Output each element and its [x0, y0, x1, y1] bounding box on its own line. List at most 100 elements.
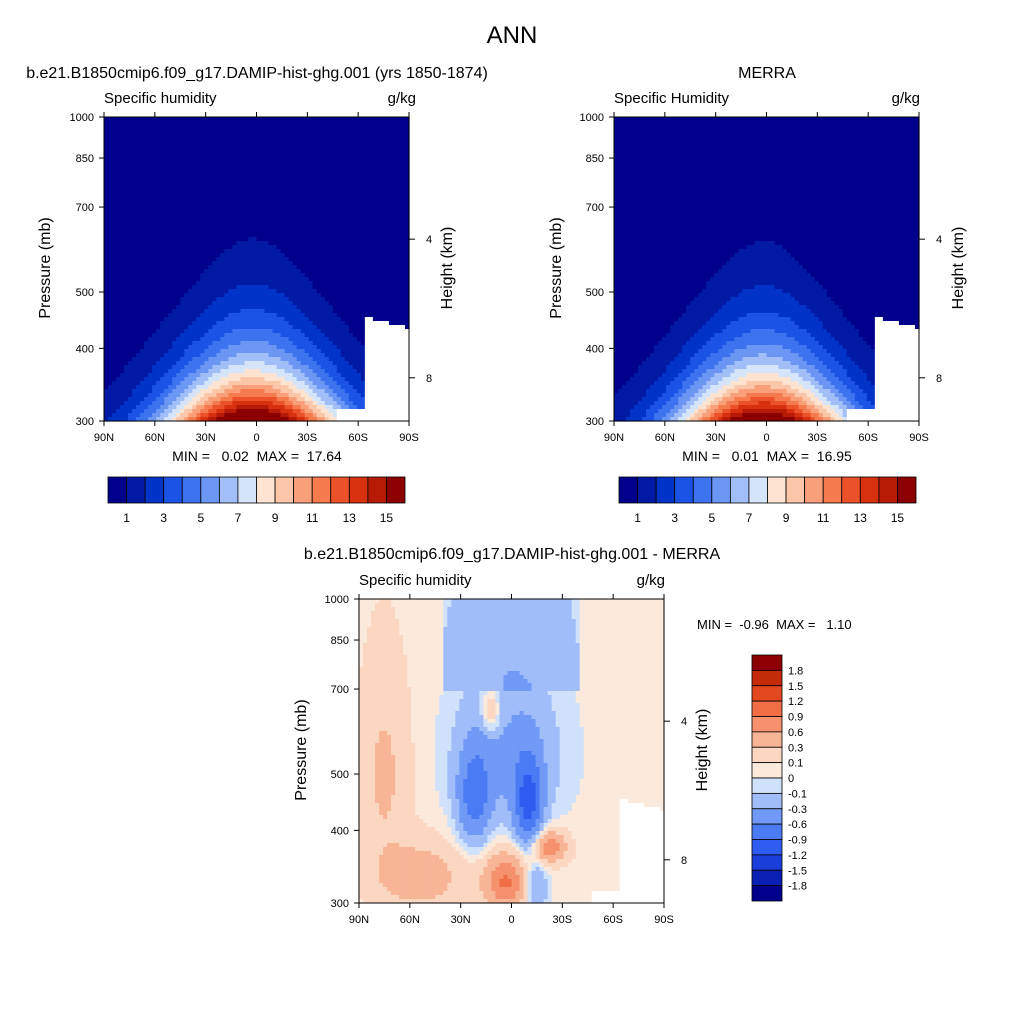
- contour-cell: [232, 209, 238, 214]
- contour-cell: [336, 157, 342, 162]
- contour-cell: [244, 153, 250, 158]
- contour-cell: [208, 369, 213, 374]
- contour-cell: [356, 165, 362, 170]
- contour-cell: [344, 125, 350, 130]
- contour-cell: [108, 229, 113, 234]
- contour-cell: [332, 361, 338, 366]
- contour-cell: [188, 173, 193, 178]
- contour-cell: [204, 237, 209, 242]
- contour-cell: [112, 309, 117, 314]
- contour-cell: [236, 301, 242, 306]
- contour-cell: [188, 249, 193, 254]
- contour-cell: [372, 161, 378, 166]
- contour-cell: [180, 313, 185, 318]
- contour-cell: [156, 177, 161, 182]
- contour-cell: [216, 133, 221, 138]
- contour-cell: [216, 125, 221, 130]
- contour-cell: [392, 269, 398, 274]
- contour-cell: [328, 161, 334, 166]
- contour-cell: [308, 357, 314, 362]
- contour-cell: [228, 317, 234, 322]
- contour-cell: [188, 373, 193, 378]
- contour-cell: [248, 329, 254, 334]
- contour-cell: [168, 145, 173, 150]
- contour-cell: [152, 209, 157, 214]
- contour-cell: [404, 193, 410, 198]
- contour-cell: [220, 217, 225, 222]
- contour-cell: [116, 301, 121, 306]
- contour-cell: [404, 253, 410, 258]
- contour-cell: [112, 201, 117, 206]
- contour-cell: [108, 261, 113, 266]
- contour-cell: [380, 241, 386, 246]
- contour-cell: [280, 181, 286, 186]
- contour-cell: [328, 185, 334, 190]
- contour-cell: [268, 293, 274, 298]
- contour-cell: [340, 165, 346, 170]
- contour-cell: [184, 313, 189, 318]
- contour-cell: [396, 253, 402, 258]
- contour-cell: [148, 213, 153, 218]
- contour-cell: [276, 149, 282, 154]
- contour-cell: [132, 201, 137, 206]
- contour-cell: [172, 293, 177, 298]
- contour-cell: [276, 305, 282, 310]
- contour-cell: [188, 181, 193, 186]
- contour-cell: [172, 237, 177, 242]
- contour-cell: [316, 209, 322, 214]
- contour-cell: [308, 229, 314, 234]
- contour-cell: [392, 365, 398, 370]
- contour-cell: [304, 297, 310, 302]
- contour-cell: [116, 145, 121, 150]
- contour-cell: [172, 329, 177, 334]
- contour-cell: [372, 325, 378, 330]
- contour-cell: [312, 229, 318, 234]
- contour-cell: [404, 173, 410, 178]
- contour-cell: [156, 217, 161, 222]
- contour-cell: [140, 129, 145, 134]
- contour-cell: [288, 337, 294, 342]
- contour-cell: [336, 365, 342, 370]
- contour-cell: [304, 193, 310, 198]
- contour-cell: [160, 341, 165, 346]
- contour-cell: [292, 289, 298, 294]
- contour-cell: [112, 377, 117, 382]
- contour-cell: [356, 369, 362, 374]
- contour-cell: [220, 221, 225, 226]
- contour-cell: [384, 373, 390, 378]
- contour-cell: [156, 141, 161, 146]
- contour-cell: [336, 233, 342, 238]
- contour-cell: [400, 333, 406, 338]
- contour-cell: [296, 241, 302, 246]
- contour-cell: [104, 249, 109, 254]
- contour-cell: [140, 289, 145, 294]
- contour-cell: [364, 233, 370, 238]
- contour-cell: [320, 141, 326, 146]
- contour-cell: [124, 281, 129, 286]
- contour-cell: [120, 181, 125, 186]
- contour-cell: [228, 161, 234, 166]
- contour-cell: [352, 209, 358, 214]
- contour-cell: [304, 197, 310, 202]
- contour-cell: [224, 261, 229, 266]
- contour-cell: [216, 241, 221, 246]
- contour-cell: [128, 289, 133, 294]
- contour-cell: [328, 293, 334, 298]
- contour-cell: [240, 305, 246, 310]
- contour-cell: [160, 253, 165, 258]
- contour-cell: [208, 149, 213, 154]
- contour-cell: [108, 337, 113, 342]
- contour-cell: [128, 129, 133, 134]
- contour-cell: [260, 261, 266, 266]
- contour-cell: [224, 373, 229, 378]
- contour-cell: [200, 185, 205, 190]
- contour-cell: [260, 153, 266, 158]
- contour-cell: [360, 357, 366, 362]
- contour-cell: [368, 141, 374, 146]
- contour-cell: [192, 237, 197, 242]
- contour-cell: [364, 281, 370, 286]
- contour-cell: [404, 201, 410, 206]
- contour-cell: [392, 333, 398, 338]
- contour-cell: [376, 321, 382, 326]
- contour-cell: [108, 357, 113, 362]
